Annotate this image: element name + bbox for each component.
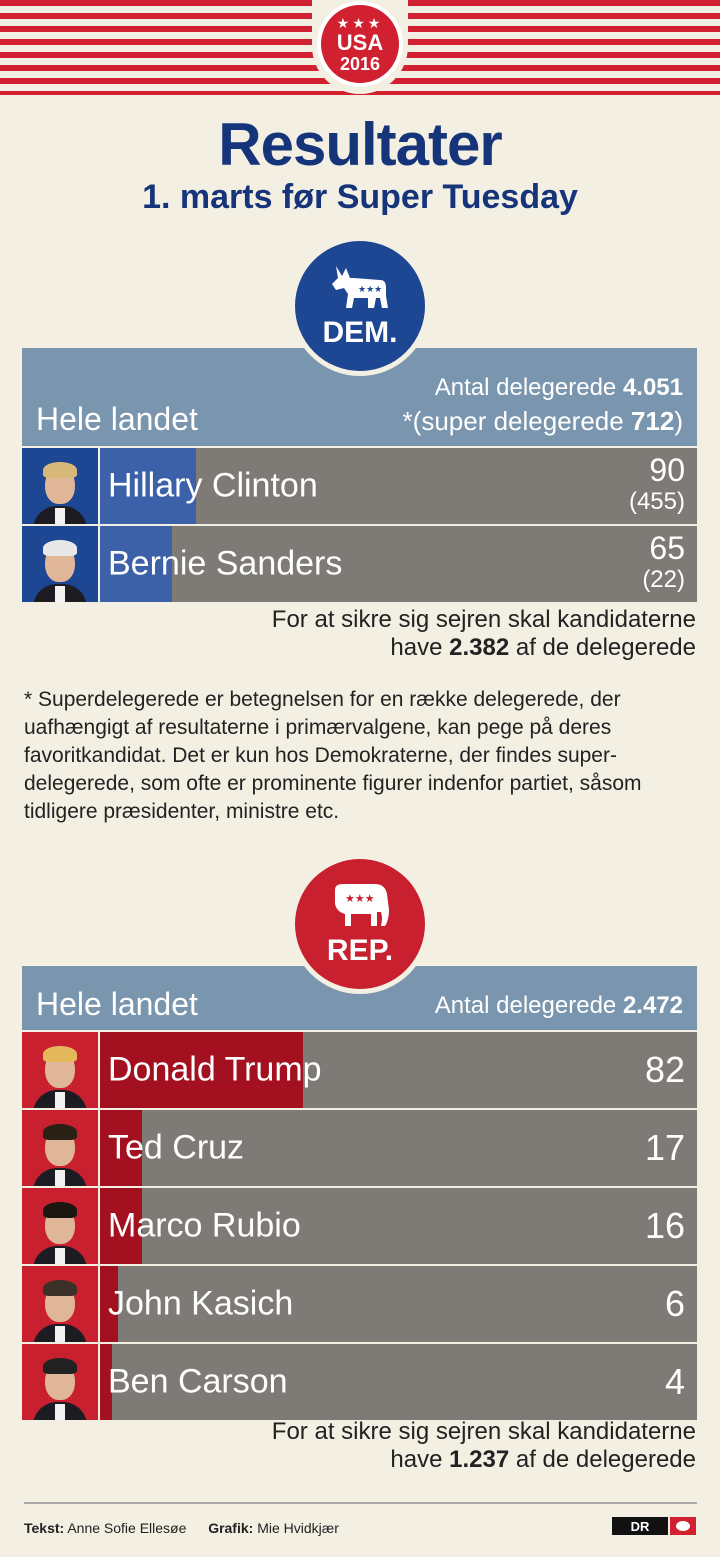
candidate-row: Ted Cruz 17 bbox=[22, 1110, 697, 1186]
candidate-super-delegates: (22) bbox=[642, 566, 685, 593]
candidate-name: Ben Carson bbox=[108, 1362, 288, 1401]
super-delegates: *(super delegerede 712) bbox=[402, 406, 683, 436]
footer-divider bbox=[24, 1502, 697, 1504]
delegate-bar: John Kasich 6 bbox=[100, 1266, 697, 1342]
badge-year: 2016 bbox=[339, 53, 381, 74]
delegate-bar-fill bbox=[100, 1188, 142, 1264]
candidate-photo bbox=[22, 448, 98, 524]
delegate-bar-fill bbox=[100, 1344, 112, 1420]
page-subtitle: 1. marts før Super Tuesday bbox=[142, 178, 578, 216]
candidate-photo bbox=[22, 526, 98, 602]
delegate-bar-fill bbox=[100, 1110, 142, 1186]
delegate-bar: Ben Carson 4 bbox=[100, 1344, 697, 1420]
credits: Tekst: Anne Sofie Ellesøe Grafik: Mie Hv… bbox=[24, 1520, 339, 1536]
candidate-delegates: 4 bbox=[664, 1361, 685, 1402]
republicans-logo: ★★★ REP. bbox=[290, 854, 430, 994]
total-delegates: Antal delegerede 2.472 bbox=[434, 992, 683, 1019]
rep-majority-note: For at sikre sig sejren skal kandidatern… bbox=[271, 1418, 696, 1473]
candidate-row: Ben Carson 4 bbox=[22, 1344, 697, 1420]
candidate-name: Ted Cruz bbox=[108, 1128, 245, 1167]
candidate-delegates: 17 bbox=[644, 1127, 685, 1168]
democrats-logo: ★★★ DEM. bbox=[290, 236, 430, 376]
delegate-bar-fill bbox=[100, 526, 172, 602]
badge-word: USA bbox=[336, 29, 384, 55]
scope-label: Hele landet bbox=[36, 401, 198, 437]
candidate-row: Marco Rubio 16 bbox=[22, 1188, 697, 1264]
delegate-bar: Marco Rubio 16 bbox=[100, 1188, 697, 1264]
donkey-icon: ★★★ bbox=[332, 266, 388, 308]
delegate-bar-fill bbox=[100, 448, 196, 524]
candidate-delegates: 82 bbox=[644, 1049, 685, 1090]
democrats-table: Hele landet Antal delegerede 4.051 *(sup… bbox=[22, 348, 697, 602]
delegate-bar: Bernie Sanders 65 (22) bbox=[100, 526, 697, 602]
republicans-table: Hele landet Antal delegerede 2.472 Donal… bbox=[22, 966, 697, 1420]
delegate-bar: Hillary Clinton 90 (455) bbox=[100, 448, 697, 524]
candidate-row: John Kasich 6 bbox=[22, 1266, 697, 1342]
eye-icon bbox=[670, 1517, 696, 1535]
candidate-name: Donald Trump bbox=[108, 1050, 322, 1089]
page-title: Resultater bbox=[218, 111, 502, 178]
candidate-photo bbox=[22, 1032, 98, 1108]
scope-label: Hele landet bbox=[36, 986, 198, 1022]
delegate-bar-fill bbox=[100, 1032, 303, 1108]
candidate-name: Marco Rubio bbox=[108, 1206, 301, 1245]
star-icon: ★★★ bbox=[336, 14, 384, 31]
candidate-photo bbox=[22, 1188, 98, 1264]
dem-majority-note: For at sikre sig sejren skal kandidatern… bbox=[271, 606, 696, 661]
candidate-name: Hillary Clinton bbox=[108, 466, 318, 505]
candidate-delegates: 90 bbox=[649, 452, 685, 488]
delegate-bar: Donald Trump 82 bbox=[100, 1032, 697, 1108]
candidate-row: Donald Trump 82 bbox=[22, 1032, 697, 1108]
candidate-name: John Kasich bbox=[108, 1284, 294, 1323]
candidate-row: Bernie Sanders 65 (22) bbox=[22, 526, 697, 602]
superdelegates-footnote: * Superdelegerede er betegnelsen for en … bbox=[24, 688, 642, 823]
candidate-photo bbox=[22, 1266, 98, 1342]
dr-logo: DR bbox=[612, 1516, 696, 1536]
svg-text:★★★: ★★★ bbox=[358, 285, 382, 295]
candidate-photo bbox=[22, 1110, 98, 1186]
svg-text:★★★: ★★★ bbox=[345, 892, 375, 905]
delegate-bar-fill bbox=[100, 1266, 118, 1342]
elephant-icon: ★★★ bbox=[335, 884, 389, 926]
candidate-delegates: 6 bbox=[664, 1283, 685, 1324]
party-abbr: REP. bbox=[326, 934, 394, 967]
usa-2016-badge: ★★★ USA 2016 bbox=[312, 0, 408, 94]
candidate-photo bbox=[22, 1344, 98, 1420]
candidate-name: Bernie Sanders bbox=[108, 544, 343, 583]
candidate-delegates: 65 bbox=[649, 530, 685, 566]
candidate-super-delegates: (455) bbox=[628, 488, 685, 515]
party-abbr: DEM. bbox=[322, 316, 398, 349]
candidate-delegates: 16 bbox=[644, 1205, 685, 1246]
candidate-row: Hillary Clinton 90 (455) bbox=[22, 448, 697, 524]
total-delegates: Antal delegerede 4.051 bbox=[434, 374, 683, 401]
delegate-bar: Ted Cruz 17 bbox=[100, 1110, 697, 1186]
